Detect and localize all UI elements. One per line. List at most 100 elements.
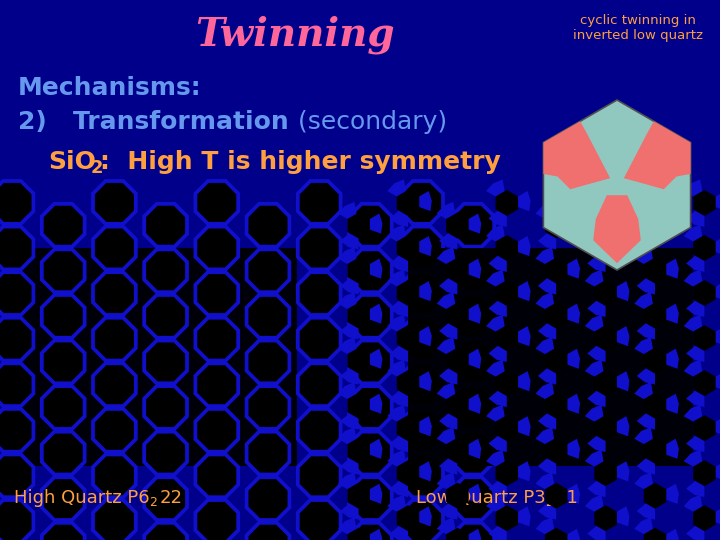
- Polygon shape: [367, 438, 382, 459]
- Polygon shape: [351, 342, 390, 381]
- Polygon shape: [449, 339, 496, 385]
- Polygon shape: [466, 438, 481, 459]
- Polygon shape: [387, 225, 406, 243]
- Polygon shape: [44, 434, 83, 472]
- Polygon shape: [417, 416, 432, 436]
- Polygon shape: [486, 314, 505, 333]
- Polygon shape: [588, 254, 606, 272]
- Polygon shape: [664, 394, 679, 414]
- Text: High Quartz P6: High Quartz P6: [14, 489, 150, 507]
- Polygon shape: [545, 483, 567, 509]
- Polygon shape: [0, 225, 35, 271]
- Polygon shape: [684, 179, 703, 198]
- Polygon shape: [516, 236, 531, 256]
- Polygon shape: [536, 517, 554, 536]
- Polygon shape: [248, 206, 287, 245]
- Polygon shape: [197, 228, 236, 267]
- Polygon shape: [634, 292, 653, 310]
- Polygon shape: [446, 348, 469, 374]
- Polygon shape: [437, 247, 456, 266]
- Polygon shape: [367, 303, 382, 324]
- Polygon shape: [684, 360, 703, 378]
- Polygon shape: [585, 404, 604, 423]
- Polygon shape: [347, 258, 370, 284]
- Polygon shape: [300, 365, 338, 404]
- Polygon shape: [684, 269, 703, 288]
- Polygon shape: [397, 460, 419, 486]
- Polygon shape: [437, 202, 456, 220]
- Polygon shape: [446, 212, 469, 239]
- Text: Mechanisms:: Mechanisms:: [18, 76, 202, 100]
- Polygon shape: [194, 498, 240, 540]
- Polygon shape: [296, 361, 343, 408]
- Polygon shape: [693, 460, 716, 486]
- Polygon shape: [516, 416, 531, 436]
- Text: Low Quartz P3: Low Quartz P3: [415, 489, 546, 507]
- Polygon shape: [367, 394, 382, 414]
- Polygon shape: [296, 407, 343, 454]
- Polygon shape: [245, 521, 292, 540]
- Polygon shape: [495, 325, 518, 351]
- Polygon shape: [644, 437, 666, 464]
- Polygon shape: [341, 232, 359, 249]
- Polygon shape: [398, 271, 445, 317]
- Polygon shape: [197, 502, 236, 540]
- Polygon shape: [146, 342, 185, 381]
- Polygon shape: [398, 361, 445, 408]
- Polygon shape: [466, 259, 481, 279]
- Polygon shape: [449, 430, 496, 476]
- Polygon shape: [194, 316, 240, 362]
- Text: Twinning: Twinning: [195, 16, 395, 54]
- Polygon shape: [449, 247, 496, 294]
- Polygon shape: [402, 274, 441, 313]
- Polygon shape: [248, 342, 287, 381]
- Polygon shape: [143, 202, 189, 248]
- Polygon shape: [664, 438, 679, 459]
- Polygon shape: [248, 297, 287, 336]
- Polygon shape: [143, 293, 189, 340]
- Polygon shape: [516, 371, 531, 392]
- Polygon shape: [197, 411, 236, 450]
- Polygon shape: [40, 293, 86, 340]
- Polygon shape: [341, 367, 359, 384]
- Polygon shape: [594, 370, 617, 396]
- Polygon shape: [644, 348, 666, 374]
- Polygon shape: [402, 183, 441, 222]
- Polygon shape: [390, 299, 408, 317]
- Polygon shape: [341, 502, 359, 519]
- Polygon shape: [594, 460, 617, 486]
- Polygon shape: [347, 528, 370, 540]
- Polygon shape: [634, 202, 653, 220]
- Polygon shape: [466, 349, 481, 369]
- Polygon shape: [347, 212, 370, 239]
- Polygon shape: [347, 302, 370, 328]
- Polygon shape: [146, 434, 185, 472]
- Polygon shape: [398, 225, 445, 271]
- Polygon shape: [387, 269, 406, 288]
- Polygon shape: [564, 529, 580, 540]
- Polygon shape: [439, 322, 457, 340]
- Polygon shape: [564, 394, 580, 414]
- Polygon shape: [95, 365, 134, 404]
- Polygon shape: [44, 251, 83, 291]
- Polygon shape: [588, 435, 606, 452]
- Polygon shape: [398, 453, 445, 499]
- Polygon shape: [588, 299, 606, 317]
- Polygon shape: [40, 339, 86, 385]
- Polygon shape: [713, 191, 720, 211]
- Polygon shape: [564, 213, 580, 234]
- Polygon shape: [449, 384, 496, 431]
- Polygon shape: [44, 297, 83, 336]
- Polygon shape: [636, 412, 655, 429]
- Polygon shape: [614, 281, 629, 301]
- Polygon shape: [402, 456, 441, 495]
- Polygon shape: [351, 388, 390, 427]
- Text: cyclic twinning in
inverted low quartz: cyclic twinning in inverted low quartz: [573, 14, 703, 42]
- Polygon shape: [686, 210, 704, 227]
- Polygon shape: [91, 453, 138, 499]
- Polygon shape: [398, 179, 445, 226]
- Polygon shape: [347, 430, 394, 476]
- Polygon shape: [488, 480, 507, 497]
- Polygon shape: [495, 505, 518, 531]
- Polygon shape: [143, 430, 189, 476]
